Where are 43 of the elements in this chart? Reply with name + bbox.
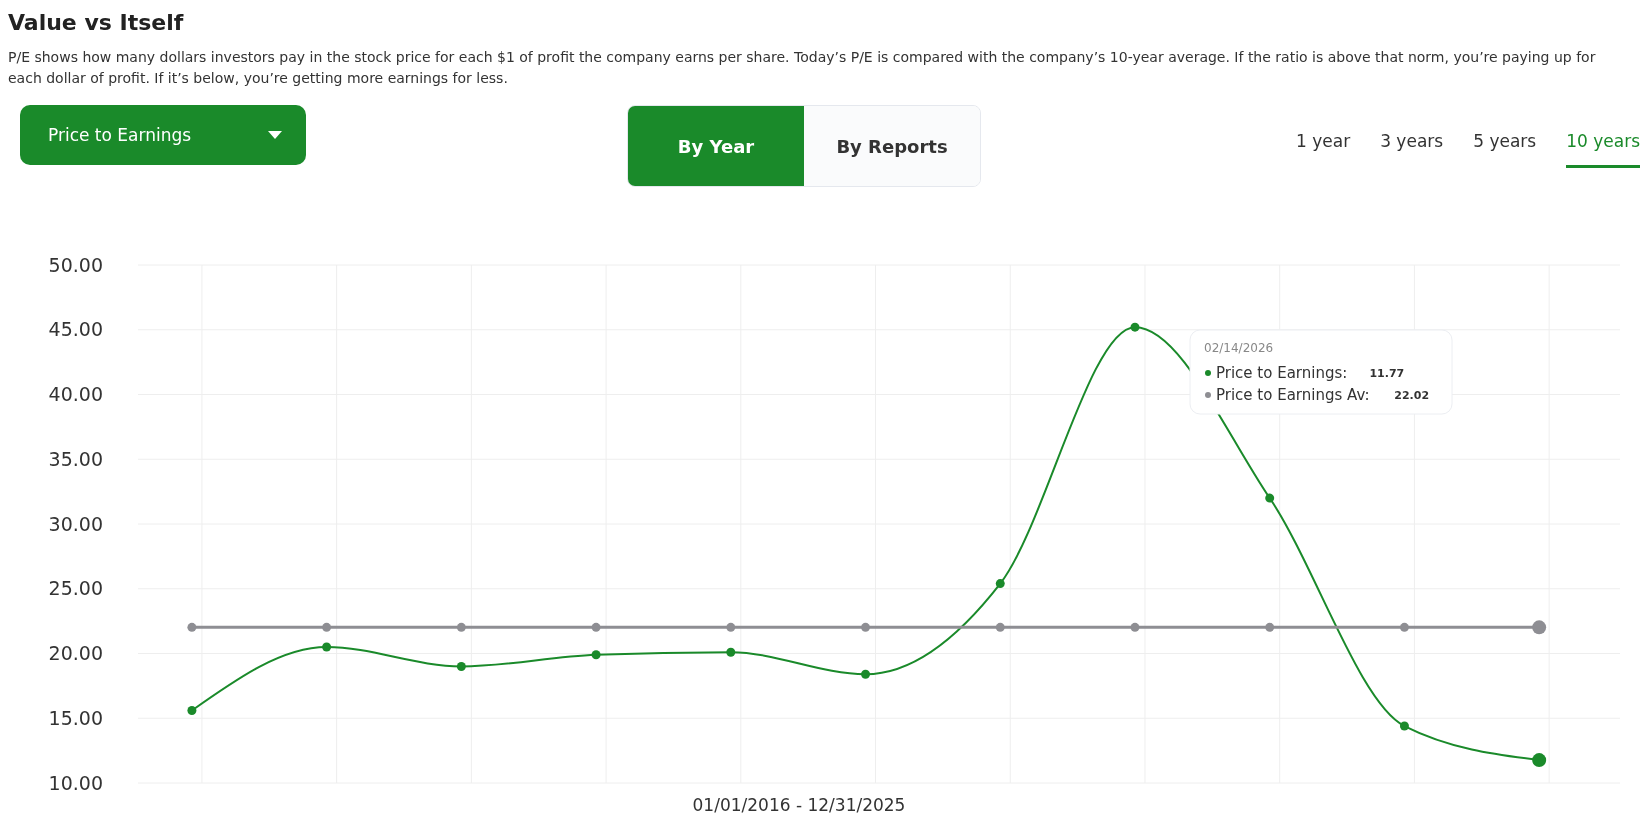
point — [1265, 622, 1275, 632]
point — [187, 622, 197, 632]
annotation: 11.77 — [1369, 366, 1405, 380]
y-tick-label: 10.00 — [48, 771, 103, 794]
legend-label: Price to Earnings Av: — [1216, 386, 1370, 405]
point — [1130, 622, 1140, 632]
y-tick-label: 25.00 — [48, 577, 103, 600]
point — [726, 647, 736, 657]
point — [456, 661, 466, 671]
point — [726, 622, 736, 632]
point — [322, 622, 332, 632]
y-tick-label: 30.00 — [48, 512, 103, 535]
toggle: By Year By Reports — [627, 105, 981, 187]
point — [1130, 322, 1140, 332]
text: 3 years — [1380, 131, 1444, 153]
point — [1265, 493, 1275, 503]
point — [591, 622, 601, 632]
text: 1 year — [1295, 131, 1351, 153]
point — [995, 622, 1005, 632]
y-tick-label: 15.00 — [48, 706, 103, 729]
chart-subtitle: P/E shows how many dollars investors pay in the stock price for each $1 of profit the company earns per share. Today’s P/E is compared with the company’s 10-year average. If the ratio is above that norm, you’re paying up for each dollar of profit. If it’s below, you’re getting more earnings for less. — [8, 48, 1597, 88]
point — [861, 622, 871, 632]
point — [456, 622, 466, 632]
y-tick-label: 35.00 — [48, 447, 103, 470]
y-tick-label: 50.00 — [48, 253, 103, 276]
point — [591, 650, 601, 660]
point — [187, 705, 197, 715]
point — [1399, 721, 1409, 731]
text: 10 years — [1566, 131, 1640, 168]
chart-title: Value vs Itself — [8, 10, 185, 35]
text: 5 years — [1473, 131, 1537, 153]
y-tick-label: 20.00 — [48, 642, 103, 665]
x-axis-title: 01/01/2016 - 12/31/2025 — [692, 795, 906, 815]
y-tick-label: 40.00 — [48, 383, 103, 406]
y-tick-label: 45.00 — [48, 318, 103, 341]
point — [995, 579, 1005, 589]
annotation: 02/14/2026 — [1204, 341, 1274, 355]
point — [861, 669, 871, 679]
dropdown: Price to Earnings — [20, 105, 306, 165]
point — [1399, 622, 1409, 632]
point — [322, 642, 332, 652]
annotation: 22.02 — [1394, 388, 1430, 402]
legend-label: Price to Earnings: — [1216, 364, 1348, 383]
